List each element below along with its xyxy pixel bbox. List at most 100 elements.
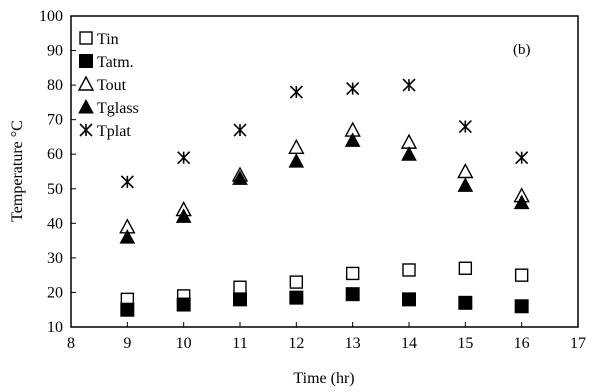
x-axis-label: Time (hr): [293, 370, 354, 387]
y-tick-label: 40: [47, 215, 63, 232]
x-tick-label: 17: [570, 335, 586, 352]
x-tick-label: 13: [345, 335, 361, 352]
legend-item-tplat: Tplat: [79, 123, 131, 140]
marker-shape: [289, 290, 304, 305]
data-point-tplat: [177, 151, 191, 165]
x-tick-label: 9: [123, 335, 131, 352]
legend-item-tglass: Tglass: [78, 98, 139, 117]
legend-item-tatm: Tatm.: [79, 54, 134, 71]
y-axis-label: Temperature °C: [9, 120, 26, 222]
data-point-tglass: [232, 170, 248, 185]
data-point-tatm: [458, 295, 473, 310]
series-tplat: [120, 78, 529, 189]
marker-shape: [233, 280, 247, 294]
legend-label: Tatm.: [97, 54, 134, 71]
marker-shape: [345, 266, 360, 281]
data-point-tatm: [402, 292, 416, 307]
legend-item-tout: Tout: [77, 75, 127, 94]
marker-shape: [401, 146, 417, 161]
marker-shape: [457, 163, 474, 179]
data-point-tatm: [345, 287, 360, 302]
data-point-tatm: [120, 302, 135, 317]
data-point-tglass: [344, 132, 361, 147]
y-tick-label: 50: [47, 181, 63, 198]
y-tick-label: 70: [47, 112, 63, 129]
data-point-tin: [233, 280, 247, 294]
data-point-tin: [514, 268, 529, 282]
data-point-tplat: [120, 175, 134, 189]
marker-shape: [119, 229, 136, 244]
marker-shape: [514, 268, 529, 282]
data-point-tout: [288, 138, 305, 155]
data-point-tatm: [176, 297, 191, 312]
marker-shape: [345, 287, 360, 302]
legend-marker: [78, 98, 94, 114]
x-tick-label: 10: [176, 335, 192, 352]
marker-shape: [120, 302, 135, 317]
marker-shape: [176, 297, 191, 312]
marker-shape: [458, 261, 473, 275]
y-tick-label: 20: [47, 284, 63, 301]
y-tick-label: 30: [47, 250, 63, 267]
legend: Tin Tatm. Tout Tglass Tplat: [77, 31, 139, 140]
data-point-tin: [345, 266, 360, 281]
legend-label: Tin: [97, 31, 119, 48]
marker-shape: [79, 31, 93, 45]
marker-shape: [288, 138, 305, 155]
data-point-tplat: [289, 85, 303, 99]
y-tick-label: 90: [47, 43, 63, 60]
panel-label: (b): [513, 42, 531, 58]
data-point-tatm: [289, 290, 304, 305]
y-tick-label: 60: [47, 146, 63, 163]
marker-shape: [514, 299, 529, 314]
marker-shape: [78, 98, 94, 114]
data-point-tin: [402, 263, 416, 277]
x-tick-label: 11: [232, 335, 247, 352]
data-point-tplat: [458, 120, 472, 134]
data-point-tin: [289, 275, 304, 289]
x-tick-label: 14: [401, 335, 417, 352]
marker-shape: [288, 153, 305, 168]
marker-shape: [77, 75, 95, 91]
marker-shape: [79, 54, 93, 68]
marker-shape: [233, 292, 247, 307]
data-marks: [119, 78, 530, 317]
marker-shape: [402, 263, 416, 277]
data-point-tin: [458, 261, 473, 275]
data-point-tplat: [515, 151, 529, 165]
y-tick-label: 80: [47, 77, 63, 94]
data-point-tout: [457, 163, 474, 179]
marker-shape: [344, 132, 361, 147]
legend-label: Tglass: [97, 100, 139, 117]
data-point-tglass: [513, 194, 530, 210]
legend-item-tin: Tin: [79, 31, 119, 48]
data-point-tglass: [175, 208, 192, 223]
legend-marker: [79, 54, 93, 68]
data-point-tplat: [346, 82, 360, 96]
x-tick-label: 15: [457, 335, 473, 352]
data-point-tplat: [402, 78, 416, 92]
legend-label: Tplat: [97, 123, 131, 140]
legend-marker: [79, 31, 93, 45]
legend-label: Tout: [97, 77, 127, 94]
x-tick-label: 8: [67, 335, 75, 352]
marker-shape: [232, 170, 248, 185]
series-tin: [120, 261, 529, 307]
marker-shape: [458, 295, 473, 310]
marker-shape: [289, 275, 304, 289]
plot-frame: [70, 15, 579, 328]
legend-marker: [79, 123, 93, 137]
data-point-tplat: [233, 123, 247, 137]
legend-marker: [77, 75, 95, 91]
marker-shape: [175, 208, 192, 223]
marker-shape: [457, 177, 474, 192]
series-tglass: [119, 132, 530, 244]
x-tick-label: 16: [514, 335, 530, 352]
data-point-tglass: [457, 177, 474, 192]
data-point-tatm: [233, 292, 247, 307]
marker-shape: [402, 292, 416, 307]
data-point-tglass: [119, 229, 136, 244]
data-point-tglass: [401, 146, 417, 161]
